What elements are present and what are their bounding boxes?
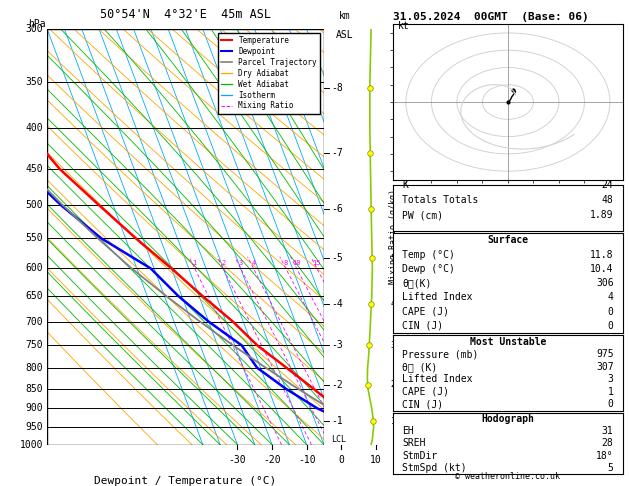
Text: Pressure (mb): Pressure (mb) <box>403 349 479 359</box>
Text: Dewp (°C): Dewp (°C) <box>403 264 455 274</box>
Text: 15: 15 <box>313 260 321 266</box>
Text: kt: kt <box>398 21 410 32</box>
Text: 28: 28 <box>602 438 613 449</box>
Text: θᴇ(K): θᴇ(K) <box>403 278 431 288</box>
Text: 1000: 1000 <box>19 440 43 450</box>
Text: -7: -7 <box>331 148 343 158</box>
Text: 2: 2 <box>221 260 225 266</box>
Text: 400: 400 <box>25 123 43 134</box>
Text: 0: 0 <box>338 455 344 465</box>
Text: CIN (J): CIN (J) <box>403 321 443 331</box>
Text: CAPE (J): CAPE (J) <box>403 307 449 316</box>
Text: -4: -4 <box>331 299 343 309</box>
Text: 3: 3 <box>608 374 613 384</box>
Text: 500: 500 <box>25 200 43 210</box>
Text: Dewpoint / Temperature (°C): Dewpoint / Temperature (°C) <box>94 476 277 486</box>
Text: 307: 307 <box>596 362 613 372</box>
Text: 5: 5 <box>608 463 613 473</box>
Text: Lifted Index: Lifted Index <box>403 374 473 384</box>
Text: km: km <box>339 11 350 21</box>
Text: 8: 8 <box>284 260 288 266</box>
Text: 975: 975 <box>596 349 613 359</box>
Text: 10: 10 <box>292 260 301 266</box>
Text: LCL: LCL <box>331 435 346 444</box>
Text: 1.89: 1.89 <box>590 210 613 221</box>
Text: 0: 0 <box>608 399 613 409</box>
Text: 600: 600 <box>25 263 43 274</box>
Text: Lifted Index: Lifted Index <box>403 292 473 302</box>
Text: 1: 1 <box>608 387 613 397</box>
Text: 800: 800 <box>25 363 43 373</box>
Text: 900: 900 <box>25 403 43 413</box>
Text: Most Unstable: Most Unstable <box>470 337 546 347</box>
Text: ASL: ASL <box>336 30 353 39</box>
Text: EH: EH <box>403 426 414 436</box>
Text: 550: 550 <box>25 233 43 243</box>
Text: 10: 10 <box>370 455 382 465</box>
Text: 3: 3 <box>391 341 396 350</box>
Text: StmSpd (kt): StmSpd (kt) <box>403 463 467 473</box>
Legend: Temperature, Dewpoint, Parcel Trajectory, Dry Adiabat, Wet Adiabat, Isotherm, Mi: Temperature, Dewpoint, Parcel Trajectory… <box>218 33 320 114</box>
Text: 40: 40 <box>474 455 486 465</box>
Text: 24: 24 <box>602 180 613 190</box>
Text: 48: 48 <box>602 195 613 205</box>
Text: 0: 0 <box>608 307 613 316</box>
Text: Hodograph: Hodograph <box>481 414 535 424</box>
Text: 0: 0 <box>608 321 613 331</box>
Text: Temp (°C): Temp (°C) <box>403 250 455 260</box>
Text: -2: -2 <box>331 380 343 389</box>
Text: 4: 4 <box>252 260 255 266</box>
Text: 300: 300 <box>25 24 43 34</box>
Text: -10: -10 <box>298 455 316 465</box>
Text: -8: -8 <box>331 83 343 93</box>
Text: 750: 750 <box>25 340 43 350</box>
Text: 10.4: 10.4 <box>590 264 613 274</box>
Text: 350: 350 <box>25 77 43 87</box>
Text: Surface: Surface <box>487 235 528 245</box>
Text: StmDir: StmDir <box>403 451 438 461</box>
Text: 950: 950 <box>25 422 43 432</box>
Text: 11.8: 11.8 <box>590 250 613 260</box>
Text: θᴇ (K): θᴇ (K) <box>403 362 438 372</box>
Text: hPa: hPa <box>28 19 45 29</box>
Text: 18°: 18° <box>596 451 613 461</box>
Text: 700: 700 <box>25 316 43 327</box>
Text: -20: -20 <box>263 455 281 465</box>
Text: 5: 5 <box>391 254 396 263</box>
Text: 4: 4 <box>391 299 396 309</box>
Text: -5: -5 <box>331 254 343 263</box>
Text: -3: -3 <box>331 340 343 350</box>
Text: K: K <box>403 180 408 190</box>
Text: CIN (J): CIN (J) <box>403 399 443 409</box>
Text: 1: 1 <box>391 417 396 426</box>
Text: 450: 450 <box>25 164 43 174</box>
Text: 3: 3 <box>238 260 243 266</box>
Text: -1: -1 <box>331 417 343 427</box>
Text: 306: 306 <box>596 278 613 288</box>
Text: CAPE (J): CAPE (J) <box>403 387 449 397</box>
Text: -6: -6 <box>331 204 343 214</box>
Text: 850: 850 <box>25 383 43 394</box>
Text: Mixing Ratio (g/kg): Mixing Ratio (g/kg) <box>389 190 398 284</box>
Text: 2: 2 <box>391 380 396 389</box>
Text: 4: 4 <box>608 292 613 302</box>
Text: -30: -30 <box>228 455 247 465</box>
Text: PW (cm): PW (cm) <box>403 210 443 221</box>
Text: © weatheronline.co.uk: © weatheronline.co.uk <box>455 472 560 481</box>
Text: 30: 30 <box>439 455 451 465</box>
Text: SREH: SREH <box>403 438 426 449</box>
Text: 31.05.2024  00GMT  (Base: 06): 31.05.2024 00GMT (Base: 06) <box>393 12 589 22</box>
Text: 50°54'N  4°32'E  45m ASL: 50°54'N 4°32'E 45m ASL <box>100 8 271 21</box>
Text: 20: 20 <box>404 455 416 465</box>
Text: 31: 31 <box>602 426 613 436</box>
Text: 650: 650 <box>25 291 43 301</box>
Text: 1: 1 <box>192 260 197 266</box>
Text: Totals Totals: Totals Totals <box>403 195 479 205</box>
